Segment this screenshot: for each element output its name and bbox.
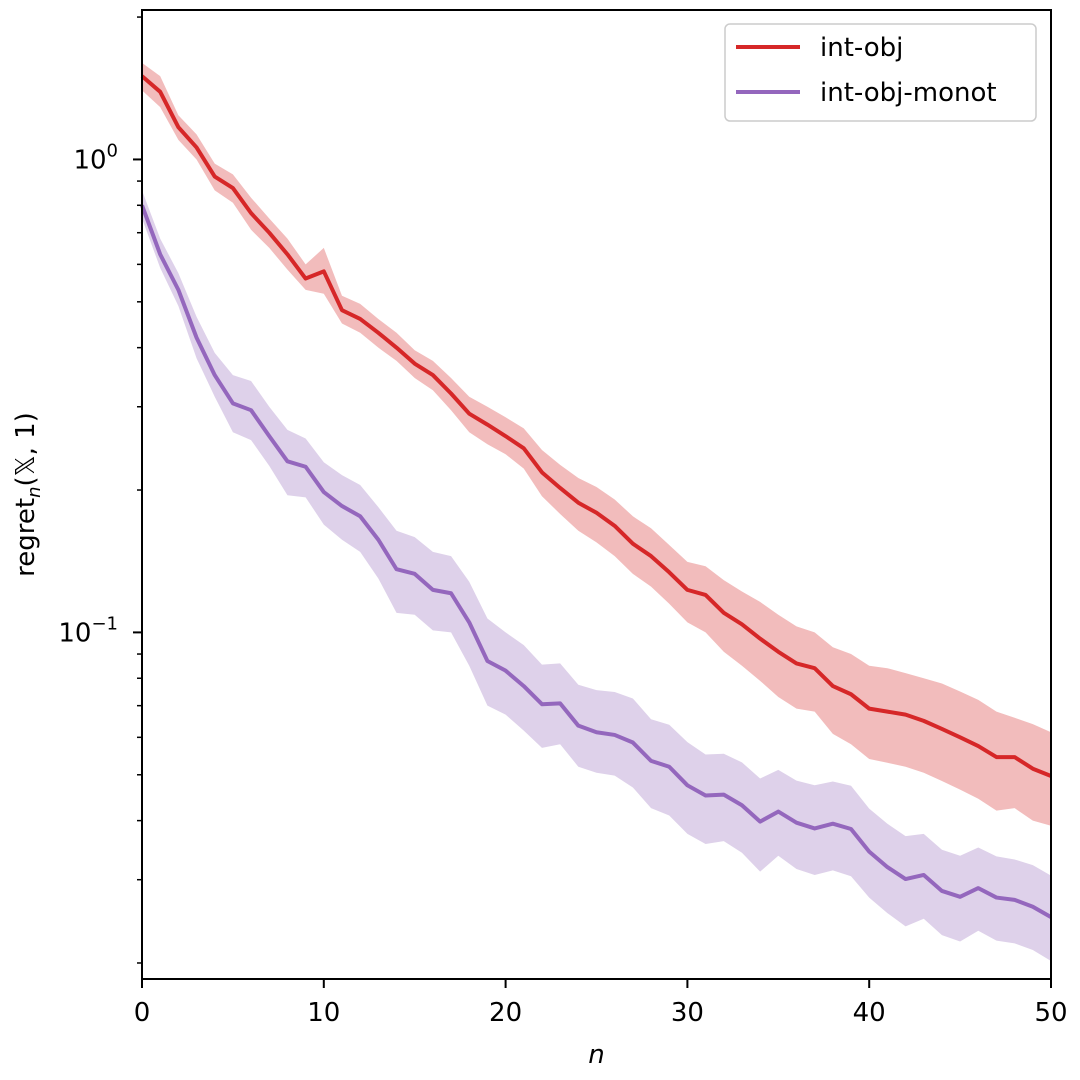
x-tick-label: 50: [1034, 998, 1067, 1028]
y-axis-label: regretn(𝕏, 1): [11, 412, 45, 577]
x-tick-label: 10: [307, 998, 340, 1028]
band-int-obj: [142, 62, 1051, 826]
legend-box: [724, 23, 1037, 122]
x-tick-label: 40: [853, 998, 886, 1028]
y-tick-label: 10−1: [58, 613, 118, 648]
x-tick-label: 20: [489, 998, 522, 1028]
confidence-bands: [142, 62, 1051, 961]
x-axis-ticks: 0 10 20 30 40 50: [134, 979, 1068, 1028]
legend: int-obj int-obj-monot: [724, 23, 1037, 122]
x-axis-label: n: [588, 1040, 604, 1070]
line-int-obj: [140, 74, 1052, 778]
y-axis-label-args: (𝕏, 1): [11, 412, 41, 486]
y-axis-label-subscript: n: [24, 486, 45, 497]
x-tick-label: 0: [134, 998, 151, 1028]
series-lines: [140, 74, 1052, 919]
legend-label-int-obj: int-obj: [820, 33, 903, 63]
line-int-obj-monot: [140, 204, 1052, 919]
band-int-obj-monot: [142, 190, 1051, 961]
legend-label-int-obj-monot: int-obj-monot: [820, 78, 997, 108]
x-tick-label: 30: [671, 998, 704, 1028]
plot-frame: [141, 9, 1052, 980]
y-tick-label: 100: [73, 140, 118, 175]
y-axis-ticks: 100 10−1: [58, 140, 142, 648]
y-axis-label-main: regret: [11, 498, 41, 577]
